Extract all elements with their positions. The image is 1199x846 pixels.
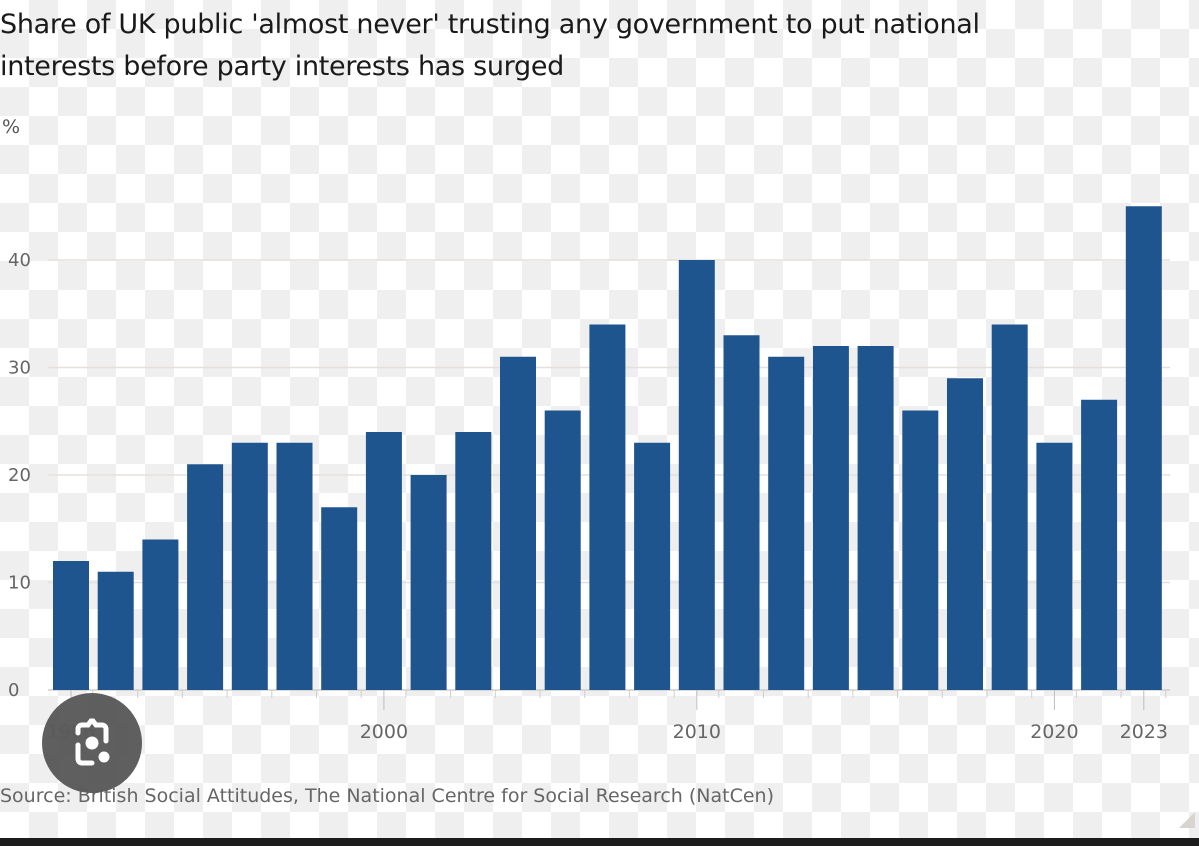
google-lens-camera-icon	[75, 718, 110, 766]
bottom-bar	[0, 838, 1199, 846]
google-lens-button[interactable]	[42, 693, 142, 793]
source-note: Source: British Social Attitudes, The Na…	[0, 785, 774, 807]
y-tick-label: 10	[8, 573, 31, 594]
y-tick-label: 20	[8, 465, 31, 486]
y-tick-label: 30	[8, 358, 31, 379]
bar	[410, 475, 447, 690]
bar	[231, 442, 268, 690]
bar	[97, 571, 134, 690]
x-tick-label: 2000	[360, 721, 408, 743]
x-axis-ticks: 19862000201020202023	[47, 690, 1168, 743]
bar	[1036, 442, 1073, 690]
bar	[500, 356, 536, 690]
bar	[947, 378, 983, 690]
chart-title: Share of UK public 'almost never' trusti…	[0, 9, 980, 82]
bar	[276, 442, 313, 690]
bar	[857, 346, 894, 690]
bar	[53, 561, 89, 690]
bar	[365, 432, 402, 690]
bar	[544, 410, 581, 690]
bar	[455, 432, 492, 690]
y-tick-label: 0	[8, 680, 19, 701]
bar	[723, 335, 760, 690]
bar	[142, 539, 179, 690]
x-tick-label: 2023	[1120, 721, 1168, 743]
bar	[1125, 206, 1162, 690]
bar	[991, 324, 1028, 690]
bar	[678, 260, 715, 690]
y-axis-unit-label: %	[2, 116, 21, 138]
bars	[53, 206, 1162, 690]
bar	[902, 410, 939, 690]
resize-grip-icon[interactable]	[1179, 812, 1195, 828]
bar	[812, 346, 849, 690]
y-tick-label: 40	[8, 250, 31, 271]
bar	[589, 324, 626, 690]
bar	[321, 507, 358, 690]
bar	[768, 356, 805, 690]
x-tick-label: 2020	[1030, 721, 1078, 743]
bar	[1081, 399, 1118, 690]
x-tick-label: 2010	[673, 721, 721, 743]
bar	[187, 464, 224, 690]
bar	[634, 442, 671, 690]
y-axis-ticks: 0 10 20 30 40	[8, 250, 31, 701]
